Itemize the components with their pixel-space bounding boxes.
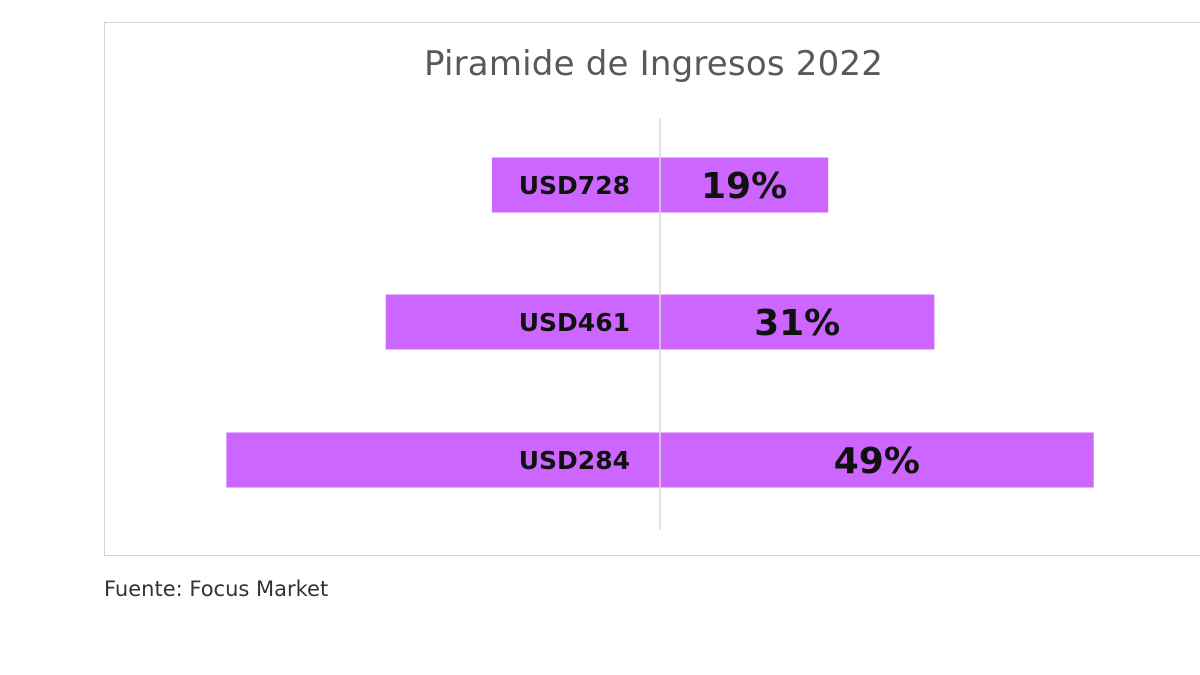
chart-title: Piramide de Ingresos 2022 <box>424 44 884 84</box>
value-label-usd461: 31% <box>754 303 840 344</box>
category-label-usd728: USD728 <box>519 171 630 200</box>
category-label-usd284: USD284 <box>519 446 630 475</box>
labels-layer: USD728 19% USD461 31% USD284 49% <box>519 166 920 482</box>
value-label-usd728: 19% <box>701 166 787 207</box>
source-note: Fuente: Focus Market <box>104 577 329 601</box>
value-label-usd284: 49% <box>834 441 920 482</box>
category-label-usd461: USD461 <box>519 308 630 337</box>
